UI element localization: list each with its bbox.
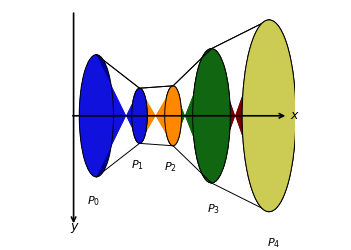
Polygon shape	[193, 49, 230, 183]
Polygon shape	[132, 86, 181, 146]
Polygon shape	[193, 49, 230, 183]
Polygon shape	[132, 88, 147, 143]
Text: $P_4$: $P_4$	[267, 236, 280, 250]
Polygon shape	[132, 86, 181, 146]
Text: $P_2$: $P_2$	[164, 160, 177, 174]
Polygon shape	[193, 20, 296, 212]
Polygon shape	[79, 55, 113, 177]
Text: y: y	[70, 220, 77, 233]
Polygon shape	[242, 20, 296, 212]
Text: $P_3$: $P_3$	[207, 202, 220, 216]
Polygon shape	[132, 88, 147, 143]
Polygon shape	[165, 86, 181, 146]
Polygon shape	[165, 49, 230, 183]
Polygon shape	[193, 20, 296, 212]
Polygon shape	[242, 20, 296, 212]
Polygon shape	[165, 86, 181, 146]
Polygon shape	[79, 55, 147, 177]
Polygon shape	[165, 49, 230, 183]
Polygon shape	[79, 55, 147, 177]
Text: x: x	[291, 109, 298, 122]
Text: $P_0$: $P_0$	[87, 194, 100, 208]
Text: $P_1$: $P_1$	[131, 158, 144, 172]
